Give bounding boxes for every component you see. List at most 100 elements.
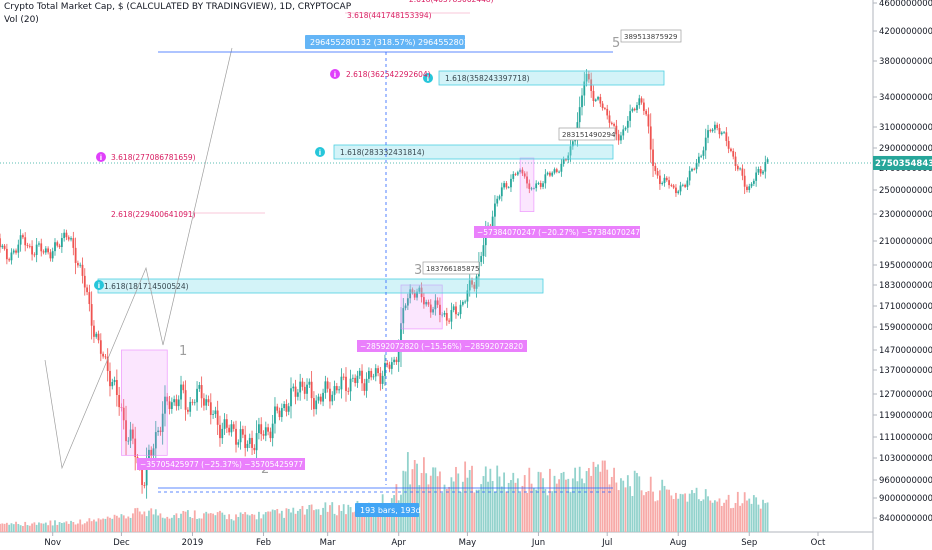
- y-tick-label: 290000000000: [879, 144, 932, 154]
- volume-bar: [95, 521, 98, 532]
- candle-body: [400, 323, 402, 349]
- volume-bar: [741, 503, 744, 532]
- y-tick-label: 171000000000: [879, 302, 932, 312]
- candle-body: [111, 382, 114, 387]
- correction-label-box[interactable]: [474, 226, 640, 238]
- info-icon[interactable]: [94, 280, 104, 290]
- volume-bar: [537, 471, 540, 532]
- volume-bar: [370, 511, 373, 532]
- correction-label-box[interactable]: [357, 340, 527, 352]
- volume-bar: [659, 490, 661, 532]
- candle-body: [278, 410, 281, 418]
- x-tick-label: Sep: [741, 538, 757, 548]
- volume-bar: [560, 472, 563, 532]
- volume-bar: [514, 482, 517, 532]
- volume-bar: [113, 514, 116, 532]
- fib-extension-box[interactable]: [438, 70, 665, 86]
- price-callout-box[interactable]: [620, 29, 682, 43]
- bars-count-box[interactable]: [355, 503, 419, 517]
- candle-body: [271, 423, 274, 439]
- volume-bar: [255, 519, 258, 532]
- x-tick-label: Dec: [113, 538, 130, 548]
- fib-level-label: 2.618(465785062448): [409, 0, 494, 4]
- candle-body: [684, 184, 687, 187]
- volume-bar: [329, 505, 331, 532]
- candle-body: [523, 173, 526, 177]
- volume-bar: [739, 505, 742, 532]
- x-tick-label: Jun: [531, 538, 545, 548]
- candle-body: [44, 248, 47, 253]
- candle-body: [578, 107, 581, 123]
- volume-bar: [617, 490, 620, 532]
- measure-label: 296455280132 (318.57%) 296455280132: [310, 38, 479, 47]
- volume-bar: [315, 509, 318, 532]
- candle-body: [379, 373, 382, 384]
- last-price-tag[interactable]: [873, 155, 932, 170]
- info-icon[interactable]: [96, 152, 106, 162]
- info-icon[interactable]: [315, 147, 325, 157]
- candle-body: [429, 304, 432, 313]
- candle-body: [365, 378, 368, 391]
- volume-bar: [755, 497, 758, 532]
- volume-bar: [170, 517, 173, 532]
- measure-label-box[interactable]: [305, 35, 465, 49]
- candle-body: [670, 185, 673, 186]
- volume-bar: [26, 525, 29, 532]
- volume-bar: [338, 505, 341, 532]
- volume-bar: [445, 488, 448, 532]
- correction-range-box[interactable]: [519, 157, 535, 212]
- candle-body: [77, 262, 79, 266]
- y-tick-label: 147000000000: [879, 346, 932, 356]
- candle-body: [720, 132, 723, 135]
- volume-bar: [159, 513, 162, 532]
- price-axis-panel[interactable]: [873, 0, 932, 550]
- wave-label-1: 1: [179, 344, 187, 359]
- candle-body: [697, 156, 700, 163]
- volume-bar: [157, 515, 160, 532]
- volume-bar: [58, 522, 61, 532]
- bars-count-label: 193 bars, 193d: [360, 506, 421, 515]
- volume-bar: [615, 482, 618, 532]
- candle-body: [296, 392, 299, 397]
- volume-bar: [475, 489, 478, 532]
- info-icon[interactable]: [423, 73, 433, 83]
- correction-label-box[interactable]: [137, 458, 305, 470]
- candle-body: [5, 248, 8, 260]
- candle-body: [42, 251, 45, 253]
- volume-bar: [736, 491, 739, 532]
- correction-range-box[interactable]: [400, 284, 443, 330]
- fib-extension-label: 1.618(283332431814): [340, 148, 425, 157]
- volume-bar: [93, 519, 95, 532]
- volume-bar: [574, 467, 577, 532]
- fib-extension-box[interactable]: [333, 144, 614, 160]
- volume-bar: [258, 511, 260, 532]
- price-callout-box[interactable]: [422, 261, 480, 275]
- volume-bar: [512, 472, 515, 532]
- volume-bar: [713, 500, 716, 532]
- volume-bar: [599, 471, 602, 532]
- candle-body: [743, 175, 746, 187]
- candle-body: [631, 108, 634, 112]
- volume-bar: [542, 478, 544, 532]
- candle-body: [620, 135, 622, 141]
- candle-body: [757, 169, 760, 173]
- candle-body: [395, 359, 398, 363]
- candle-body: [448, 320, 451, 322]
- volume-bar: [175, 513, 178, 532]
- candle-body: [494, 203, 496, 217]
- price-callout-box[interactable]: [558, 127, 616, 141]
- candle-body: [207, 399, 210, 403]
- candle-body: [445, 313, 448, 321]
- candle-body: [63, 232, 66, 239]
- volume-bar: [523, 475, 526, 532]
- volume-bar: [70, 520, 72, 532]
- info-icon[interactable]: [330, 69, 340, 79]
- volume-bar: [333, 513, 336, 532]
- candle-body: [267, 427, 269, 432]
- correction-range-box[interactable]: [121, 349, 168, 456]
- candle-body: [329, 388, 331, 402]
- volume-bar: [363, 512, 366, 532]
- volume-indicator-label[interactable]: Vol (20): [4, 15, 39, 25]
